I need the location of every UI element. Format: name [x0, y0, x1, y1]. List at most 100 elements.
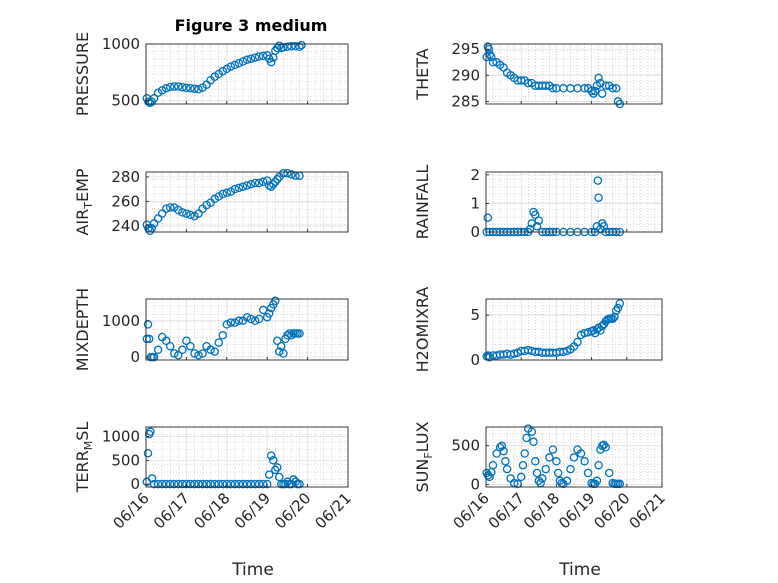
- data-point: [592, 476, 602, 486]
- x-tick-label: 06/17: [485, 489, 528, 532]
- y-axis-label: TERRMSL: [73, 422, 95, 494]
- y-axis-label: THETA: [413, 48, 432, 100]
- data-point: [545, 453, 554, 462]
- data-point: [271, 296, 280, 306]
- data-point: [230, 479, 240, 489]
- axes-theta: 285 290 295 THETA: [413, 40, 663, 110]
- data-point: [552, 457, 561, 466]
- data-point: [149, 479, 159, 489]
- data-point: [266, 57, 276, 67]
- data-point: [277, 341, 286, 351]
- data-point: [594, 73, 603, 83]
- data-point: [170, 349, 179, 358]
- data-point: [210, 347, 219, 356]
- data-point: [161, 479, 171, 489]
- data-point: [246, 54, 256, 63]
- axes-pressure: 500 1000 PRESSURE: [73, 32, 349, 116]
- data-point: [210, 479, 219, 489]
- x-axis-label: Time: [558, 560, 601, 580]
- data-point: [279, 349, 288, 358]
- axes-rainfall: 0 1 2 RAINFALL: [413, 165, 663, 241]
- data-point: [269, 456, 278, 465]
- data-point: [613, 303, 623, 313]
- data-point: [518, 460, 528, 470]
- data-point: [597, 89, 607, 98]
- data-point: [566, 464, 575, 474]
- y-tick-label: 285: [451, 92, 480, 110]
- data-point: [516, 76, 526, 85]
- data-point: [182, 336, 191, 346]
- data-point: [206, 345, 215, 355]
- data-point: [562, 476, 572, 486]
- data-point: [230, 60, 240, 70]
- y-tick-label: 2: [470, 166, 480, 184]
- data-point: [142, 334, 152, 344]
- data-point: [283, 168, 292, 178]
- y-tick-label: 500: [111, 92, 140, 110]
- data-point: [250, 479, 260, 489]
- data-point: [576, 449, 586, 458]
- data-point: [523, 78, 533, 88]
- data-point: [527, 427, 537, 436]
- data-point: [165, 203, 175, 212]
- y-tick-label: 500: [111, 451, 140, 469]
- data-point: [170, 82, 179, 91]
- x-tick-label: 06/18: [520, 489, 563, 532]
- data-point: [174, 205, 183, 215]
- data-point: [242, 181, 252, 190]
- data-point: [262, 176, 272, 185]
- data-point: [238, 479, 248, 489]
- data-point: [182, 209, 191, 218]
- data-point: [218, 189, 228, 199]
- data-point: [222, 320, 232, 329]
- data-point: [601, 81, 610, 90]
- data-point: [285, 329, 294, 338]
- data-point: [499, 446, 508, 456]
- data-point: [538, 474, 547, 483]
- data-point: [254, 52, 264, 61]
- data-point: [174, 479, 183, 489]
- data-point: [254, 178, 264, 188]
- data-point: [242, 312, 252, 322]
- data-point: [182, 83, 191, 93]
- data-point: [264, 309, 274, 318]
- data-point: [246, 314, 256, 324]
- data-point: [553, 468, 563, 478]
- y-tick-label: 295: [451, 40, 480, 58]
- data-point: [242, 55, 252, 65]
- data-point: [161, 83, 171, 93]
- data-point: [615, 299, 625, 308]
- data-point: [194, 351, 203, 360]
- x-tick-label: 06/20: [271, 489, 314, 532]
- x-tick-label: 06/21: [626, 489, 669, 532]
- data-point: [194, 85, 203, 94]
- data-point: [583, 468, 593, 478]
- data-point: [601, 443, 610, 452]
- data-point: [488, 460, 498, 470]
- data-point: [230, 318, 240, 327]
- data-point: [186, 341, 195, 351]
- x-tick-label: 06/18: [190, 489, 233, 532]
- data-point: [214, 338, 223, 347]
- data-point: [234, 183, 244, 193]
- axes-box: [485, 43, 663, 105]
- data-point: [165, 479, 175, 489]
- y-axis-label: SUNFLUX: [413, 421, 435, 492]
- data-point: [250, 316, 260, 326]
- data-point: [541, 81, 551, 90]
- data-point: [532, 468, 542, 478]
- data-point: [532, 222, 542, 231]
- y-axis-label: AIRTEMP: [73, 168, 95, 235]
- data-point: [599, 440, 609, 450]
- data-point: [594, 193, 603, 202]
- y-axis-label: RAINFALL: [413, 165, 432, 240]
- data-point: [488, 58, 498, 67]
- y-tick-label: 0: [470, 351, 480, 369]
- axes-box: [145, 426, 349, 488]
- data-point: [264, 470, 274, 479]
- data-point: [529, 437, 538, 447]
- y-tick-label: 0: [470, 223, 480, 241]
- y-tick-label: 1000: [102, 35, 140, 53]
